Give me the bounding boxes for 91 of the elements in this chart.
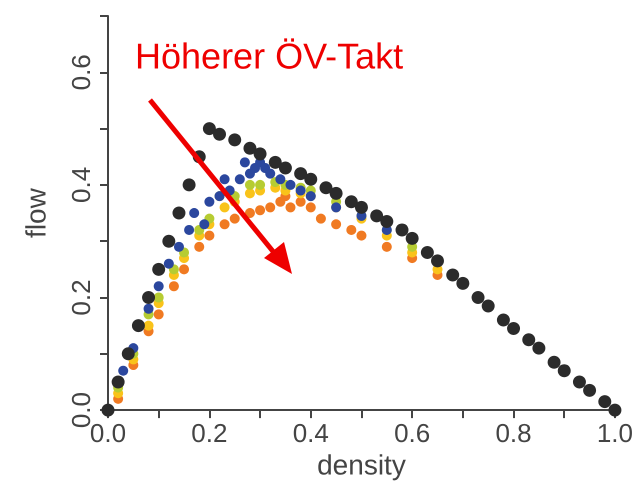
point bbox=[265, 168, 276, 179]
point bbox=[472, 291, 485, 304]
point bbox=[142, 291, 156, 304]
point bbox=[172, 206, 186, 220]
point bbox=[382, 242, 392, 252]
point bbox=[122, 347, 135, 360]
point bbox=[152, 262, 166, 276]
point bbox=[406, 232, 419, 245]
point bbox=[132, 319, 145, 332]
point bbox=[583, 384, 596, 397]
point bbox=[154, 309, 164, 320]
point bbox=[356, 230, 366, 241]
y-tick-label: 0.2 bbox=[66, 279, 96, 316]
x-tick-label: 0.6 bbox=[394, 418, 430, 448]
x-tick-label: 0.2 bbox=[191, 418, 228, 448]
point bbox=[275, 174, 286, 184]
point bbox=[243, 142, 256, 155]
point bbox=[331, 219, 342, 230]
point bbox=[456, 276, 470, 290]
point bbox=[189, 208, 200, 218]
point bbox=[240, 157, 250, 168]
point bbox=[304, 172, 318, 186]
point bbox=[228, 133, 242, 146]
point bbox=[558, 364, 571, 378]
point bbox=[346, 224, 356, 235]
point bbox=[306, 202, 316, 212]
point bbox=[255, 205, 266, 216]
point bbox=[213, 128, 226, 141]
point bbox=[144, 304, 154, 314]
point bbox=[268, 156, 282, 169]
point bbox=[154, 281, 164, 292]
x-tick-label: 0.8 bbox=[495, 418, 532, 448]
point bbox=[204, 196, 214, 207]
point bbox=[154, 292, 164, 302]
point bbox=[522, 333, 536, 346]
x-tick-label: 0.4 bbox=[292, 418, 329, 448]
point bbox=[255, 180, 266, 190]
point bbox=[112, 375, 125, 388]
point bbox=[296, 186, 306, 196]
point bbox=[179, 264, 190, 274]
point bbox=[234, 174, 245, 184]
point bbox=[431, 254, 444, 268]
point bbox=[532, 342, 546, 355]
point bbox=[244, 180, 255, 190]
point bbox=[296, 196, 306, 207]
point bbox=[164, 258, 174, 269]
point bbox=[278, 162, 292, 175]
point bbox=[254, 147, 267, 160]
point bbox=[265, 202, 276, 212]
point bbox=[162, 234, 176, 248]
point bbox=[572, 375, 586, 388]
point bbox=[220, 202, 230, 212]
point bbox=[230, 214, 240, 224]
point bbox=[144, 320, 154, 331]
point bbox=[244, 188, 255, 198]
point bbox=[168, 281, 179, 292]
point bbox=[182, 178, 196, 192]
point bbox=[380, 215, 394, 228]
point bbox=[420, 246, 434, 259]
point bbox=[548, 356, 561, 369]
point bbox=[194, 242, 204, 252]
point bbox=[507, 322, 520, 335]
point bbox=[446, 268, 460, 282]
x-tick-label: 1.0 bbox=[596, 418, 634, 448]
point bbox=[174, 242, 184, 252]
point bbox=[396, 223, 409, 236]
y-tick-label: 0.4 bbox=[66, 166, 96, 203]
point bbox=[184, 224, 194, 235]
y-axis-title: flow bbox=[20, 187, 52, 238]
point bbox=[316, 214, 326, 224]
point bbox=[344, 195, 358, 208]
point bbox=[319, 181, 332, 194]
point bbox=[204, 230, 214, 241]
point bbox=[370, 209, 384, 222]
point bbox=[220, 174, 230, 184]
point bbox=[496, 314, 510, 327]
point bbox=[354, 200, 368, 214]
point bbox=[482, 299, 495, 312]
point bbox=[330, 186, 343, 200]
point bbox=[286, 180, 296, 190]
point bbox=[286, 202, 296, 212]
annotation: Höherer ÖV-Takt bbox=[135, 36, 404, 76]
point bbox=[118, 366, 128, 376]
point bbox=[598, 395, 612, 408]
point bbox=[202, 122, 216, 136]
point bbox=[199, 219, 210, 230]
point bbox=[220, 219, 230, 230]
point bbox=[244, 208, 255, 218]
point bbox=[294, 167, 308, 180]
x-axis-title: density bbox=[317, 450, 406, 480]
y-tick-label: 0.6 bbox=[66, 54, 96, 90]
